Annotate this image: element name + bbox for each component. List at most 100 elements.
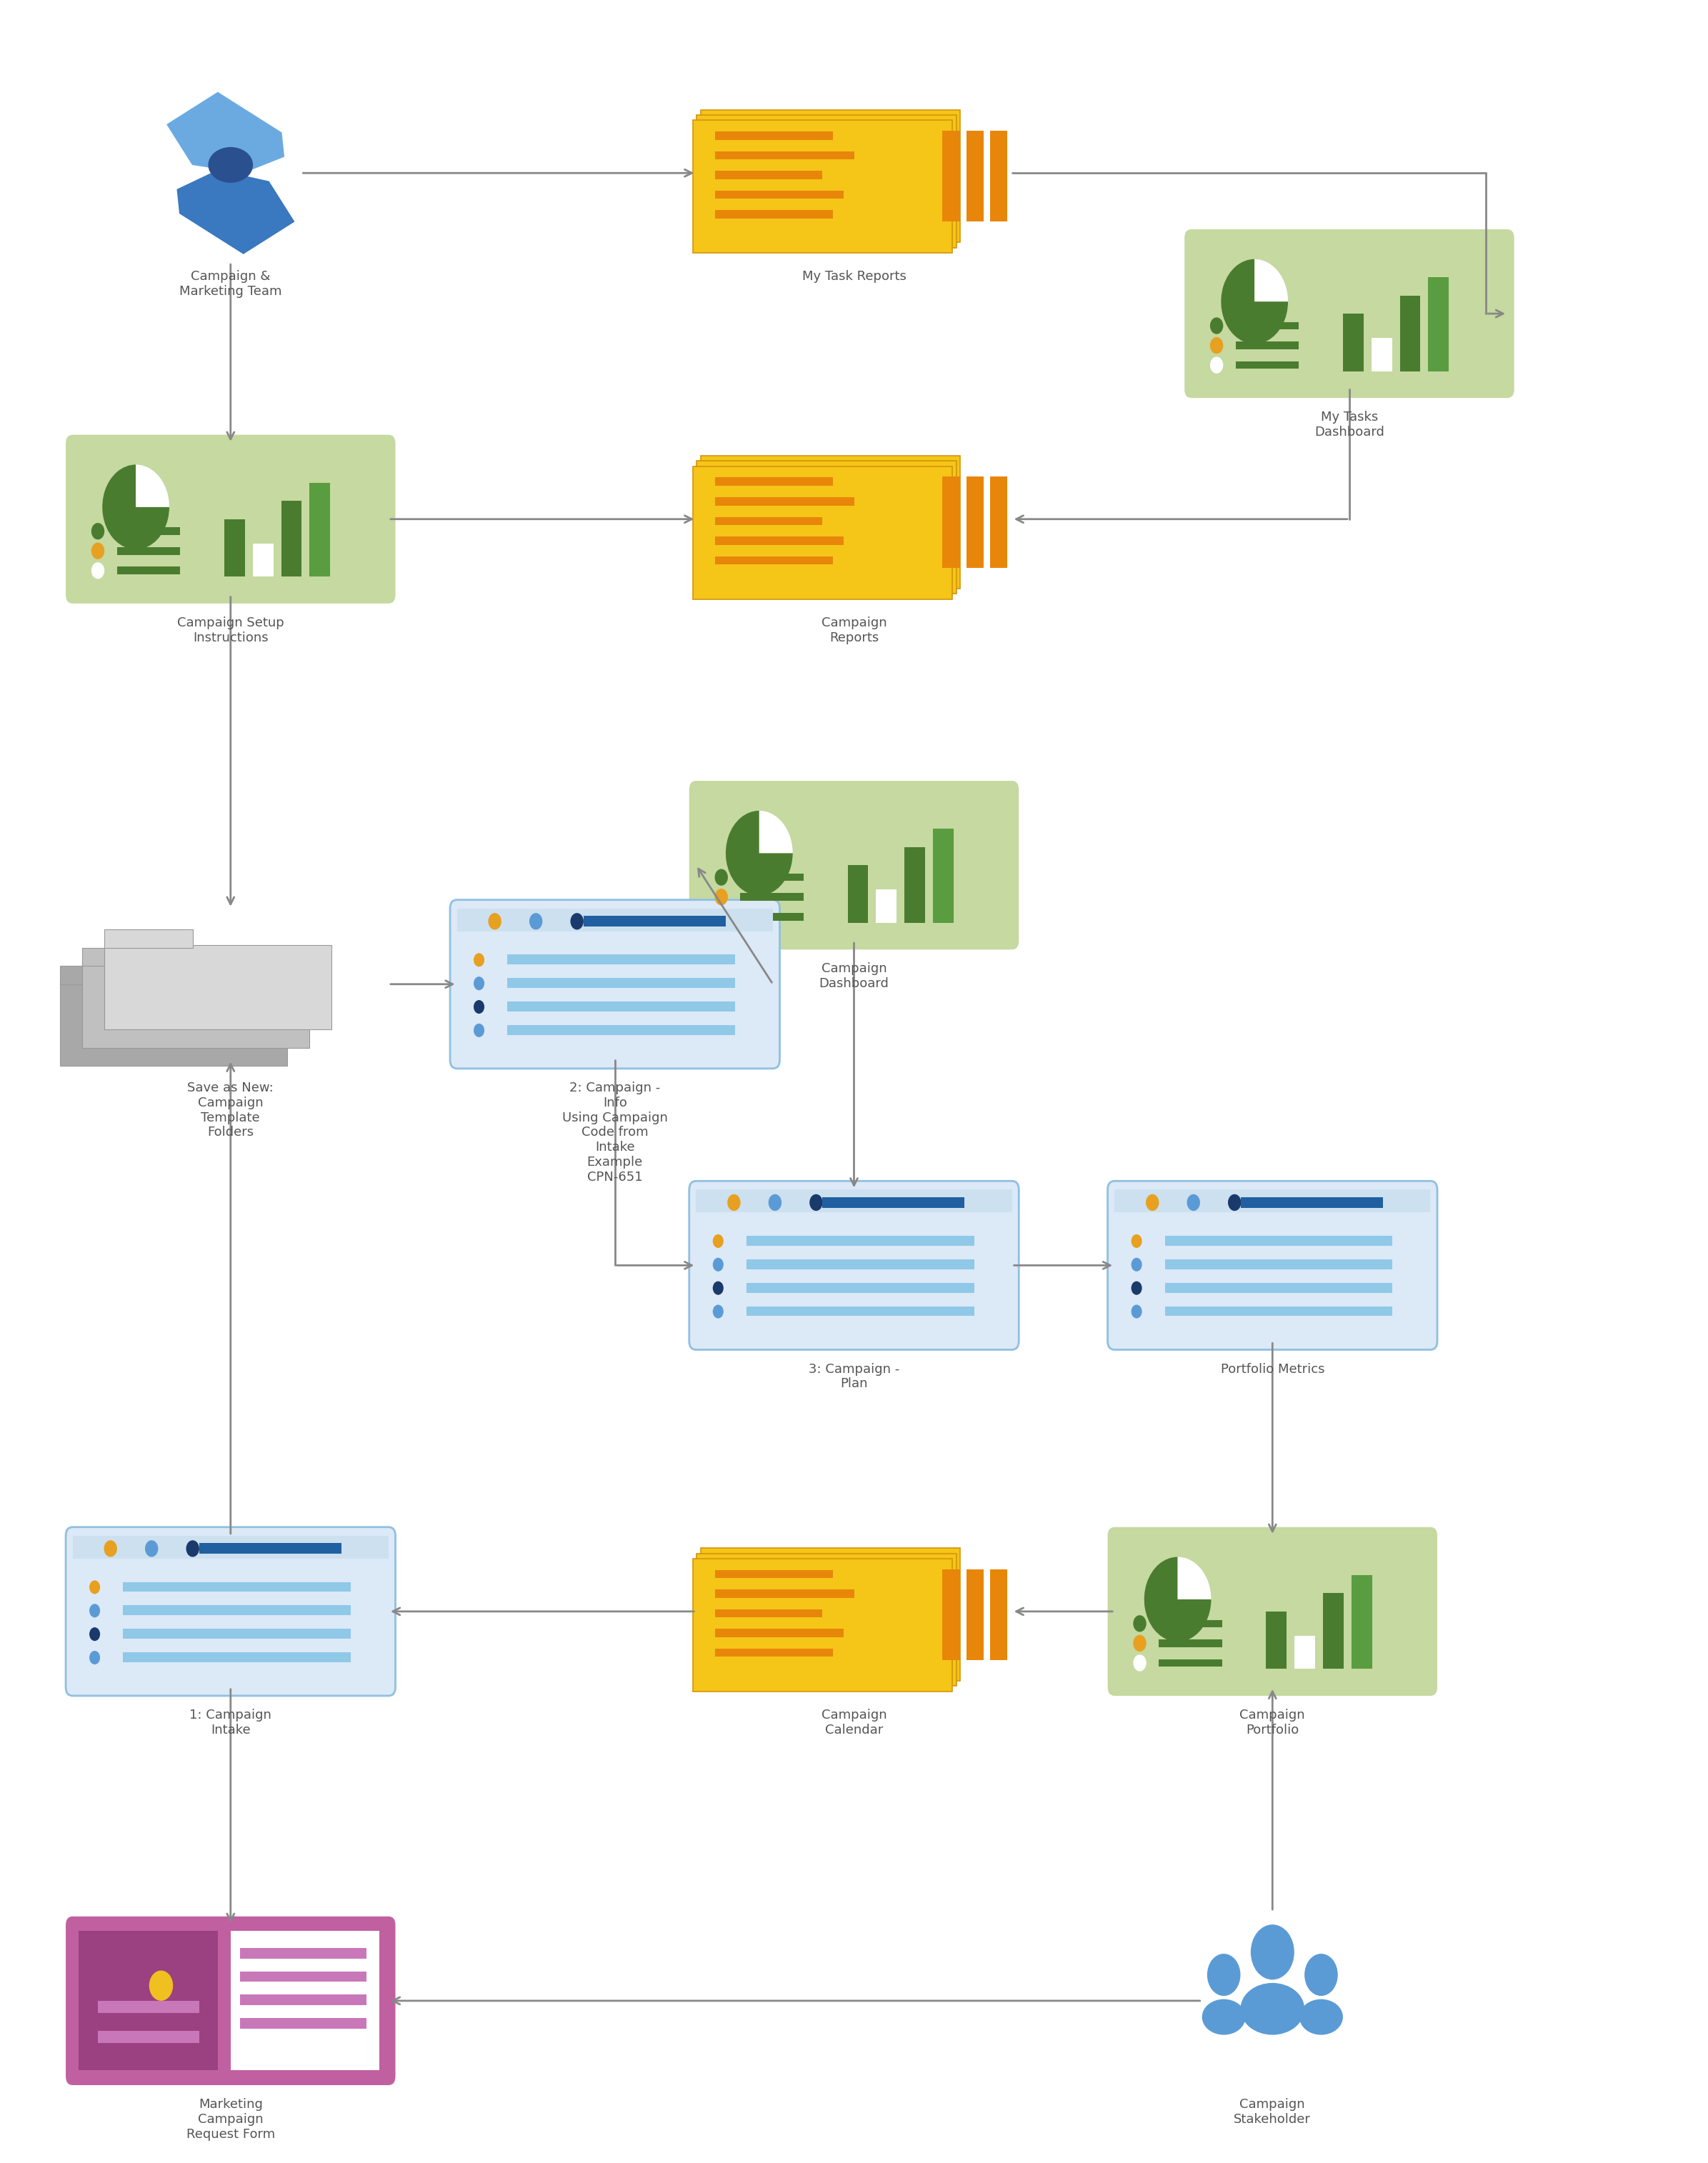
Bar — [697, 1190, 1011, 1211]
Bar — [991, 130, 1008, 221]
Bar — [933, 828, 953, 924]
Bar — [746, 1283, 974, 1293]
Bar — [740, 874, 803, 880]
Ellipse shape — [1300, 1999, 1342, 2035]
Circle shape — [1209, 337, 1223, 355]
Circle shape — [1187, 1194, 1201, 1211]
Text: 3: Campaign -
Plan: 3: Campaign - Plan — [808, 1363, 900, 1391]
Bar — [905, 848, 926, 924]
Bar — [991, 1568, 1008, 1659]
Wedge shape — [1221, 260, 1288, 344]
Bar — [97, 2001, 198, 2014]
FancyBboxPatch shape — [688, 1181, 1018, 1350]
FancyBboxPatch shape — [700, 456, 960, 588]
Bar — [943, 1568, 960, 1659]
Bar — [716, 497, 854, 506]
Bar — [123, 1629, 350, 1640]
Bar — [716, 536, 844, 545]
Wedge shape — [102, 465, 169, 549]
Bar — [1165, 1306, 1392, 1315]
Text: Campaign
Reports: Campaign Reports — [822, 616, 886, 645]
Bar — [104, 930, 193, 947]
Bar — [1235, 342, 1298, 348]
Bar — [582, 917, 726, 926]
Bar — [967, 476, 984, 567]
FancyBboxPatch shape — [697, 461, 956, 595]
Bar — [943, 130, 960, 221]
Bar — [123, 1653, 350, 1661]
Bar — [1165, 1259, 1392, 1270]
Bar — [97, 2031, 198, 2044]
Bar — [1351, 1575, 1372, 1670]
Bar — [123, 1605, 350, 1616]
Circle shape — [1305, 1953, 1337, 1996]
Circle shape — [473, 999, 485, 1014]
Circle shape — [712, 1280, 724, 1296]
Ellipse shape — [1240, 1983, 1305, 2035]
Circle shape — [728, 1194, 741, 1211]
Bar — [224, 519, 244, 578]
Ellipse shape — [1202, 1999, 1245, 2035]
Circle shape — [714, 889, 728, 906]
Circle shape — [1132, 1655, 1146, 1672]
Bar — [1158, 1620, 1221, 1627]
Bar — [309, 482, 330, 578]
Bar — [1428, 277, 1448, 372]
Bar — [1295, 1635, 1315, 1670]
Bar — [740, 893, 803, 900]
Circle shape — [529, 913, 543, 930]
Bar — [716, 151, 854, 160]
Text: My Tasks
Dashboard: My Tasks Dashboard — [1315, 411, 1383, 439]
Circle shape — [1208, 1953, 1240, 1996]
Bar — [241, 1947, 367, 1958]
Circle shape — [149, 1970, 173, 2001]
Text: Campaign
Portfolio: Campaign Portfolio — [1240, 1709, 1305, 1737]
Bar — [73, 1536, 388, 1557]
Bar — [746, 1259, 974, 1270]
Text: Marketing
Campaign
Request Form: Marketing Campaign Request Form — [186, 2098, 275, 2141]
FancyBboxPatch shape — [693, 1560, 953, 1691]
Bar — [746, 1306, 974, 1315]
Circle shape — [712, 1235, 724, 1248]
Circle shape — [89, 1627, 101, 1642]
Circle shape — [1131, 1235, 1143, 1248]
Text: Portfolio Metrics: Portfolio Metrics — [1221, 1363, 1324, 1376]
Circle shape — [712, 1259, 724, 1272]
FancyBboxPatch shape — [700, 1549, 960, 1681]
Bar — [116, 528, 179, 534]
Bar — [1342, 314, 1363, 372]
Circle shape — [89, 1650, 101, 1666]
Bar — [1324, 1594, 1344, 1670]
Circle shape — [1131, 1259, 1143, 1272]
Text: Campaign
Stakeholder: Campaign Stakeholder — [1233, 2098, 1312, 2126]
FancyBboxPatch shape — [67, 435, 396, 603]
Bar — [507, 978, 734, 988]
Bar — [231, 1932, 379, 2070]
Bar — [716, 171, 823, 180]
Wedge shape — [137, 465, 169, 506]
Circle shape — [712, 1304, 724, 1317]
Bar — [241, 1994, 367, 2005]
Bar — [1158, 1659, 1221, 1668]
Circle shape — [1146, 1194, 1160, 1211]
Ellipse shape — [208, 147, 253, 184]
FancyBboxPatch shape — [449, 900, 779, 1069]
Bar — [282, 502, 302, 578]
FancyBboxPatch shape — [688, 781, 1018, 950]
Bar — [847, 865, 868, 924]
Bar — [716, 1609, 823, 1618]
Wedge shape — [1179, 1557, 1211, 1598]
Wedge shape — [1254, 260, 1288, 301]
FancyBboxPatch shape — [700, 110, 960, 242]
Circle shape — [145, 1540, 159, 1557]
Bar — [716, 517, 823, 526]
Bar — [456, 908, 772, 930]
FancyBboxPatch shape — [1107, 1527, 1436, 1696]
Wedge shape — [1144, 1557, 1211, 1642]
Text: 2: Campaign -
Info
Using Campaign
Code from
Intake
Example
CPN-651: 2: Campaign - Info Using Campaign Code f… — [562, 1082, 668, 1183]
Circle shape — [810, 1194, 823, 1211]
Bar — [116, 567, 179, 575]
Text: My Task Reports: My Task Reports — [801, 270, 907, 283]
Wedge shape — [758, 811, 793, 852]
Bar — [507, 1001, 734, 1012]
